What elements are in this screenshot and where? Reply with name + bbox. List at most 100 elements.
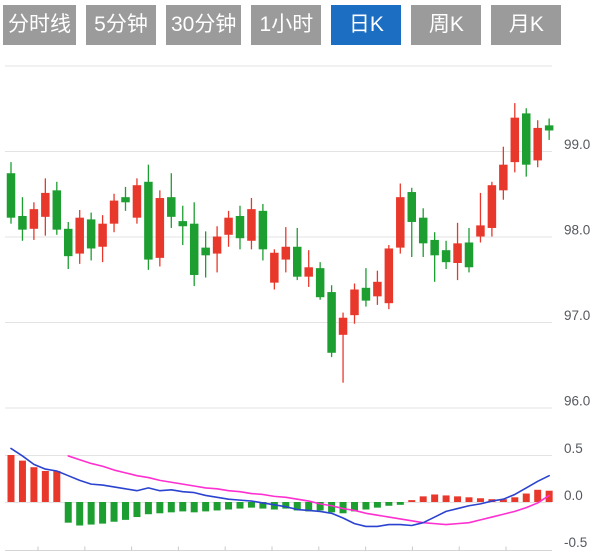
macd-bar bbox=[339, 502, 347, 514]
macd-bar bbox=[351, 502, 358, 512]
macd-axis-labels: 0.5 0.0 -0.5 bbox=[564, 441, 587, 550]
price-tick-label: 96.0 bbox=[564, 394, 590, 409]
candle-body bbox=[132, 185, 142, 218]
macd-bar bbox=[328, 502, 336, 513]
candle-body bbox=[98, 223, 107, 247]
candle-body bbox=[350, 289, 359, 316]
candle-body bbox=[281, 246, 291, 260]
tab-interval-4[interactable]: 日K bbox=[331, 5, 402, 45]
candle-body bbox=[86, 219, 96, 249]
macd-bar bbox=[87, 502, 95, 525]
candle-series[interactable] bbox=[6, 103, 554, 383]
candle-body bbox=[304, 267, 313, 277]
candle-body bbox=[544, 125, 554, 131]
candle-body bbox=[224, 217, 233, 235]
tab-interval-1[interactable]: 5分钟 bbox=[86, 5, 156, 45]
macd-bar bbox=[454, 496, 462, 502]
price-axis-labels: 99.0 98.0 97.0 96.0 bbox=[564, 137, 590, 409]
macd-bar bbox=[442, 495, 450, 502]
tab-interval-5[interactable]: 周K bbox=[411, 5, 482, 45]
price-tick-label: 97.0 bbox=[564, 308, 590, 323]
macd-gridlines bbox=[5, 455, 552, 503]
macd-bar bbox=[499, 499, 507, 502]
macd-bar bbox=[167, 502, 175, 513]
candle-body bbox=[453, 243, 462, 264]
macd-bar bbox=[385, 502, 393, 506]
candle-body bbox=[487, 185, 497, 228]
candle-body bbox=[64, 228, 73, 257]
candle-body bbox=[373, 281, 382, 297]
candle-body bbox=[464, 242, 474, 268]
candle-body bbox=[167, 197, 176, 217]
price-gridlines bbox=[5, 65, 552, 409]
candle-body bbox=[476, 225, 485, 237]
candle-body bbox=[361, 287, 371, 301]
macd-bar bbox=[522, 493, 530, 502]
tab-interval-0[interactable]: 分时线 bbox=[3, 5, 76, 45]
macd-tick-label: -0.5 bbox=[564, 535, 587, 550]
candle-body bbox=[384, 248, 394, 304]
price-tick-label: 99.0 bbox=[564, 137, 590, 152]
tab-interval-2[interactable]: 30分钟 bbox=[166, 5, 242, 45]
macd-bar bbox=[408, 500, 416, 502]
macd-bar bbox=[373, 502, 381, 508]
macd-bar bbox=[64, 502, 72, 523]
candle-body bbox=[407, 192, 416, 222]
dea-line bbox=[67, 455, 550, 526]
macd-bar bbox=[110, 502, 118, 522]
candle-body bbox=[29, 209, 39, 229]
candle-body bbox=[6, 173, 16, 218]
macd-bar bbox=[179, 502, 187, 512]
candle-body bbox=[499, 164, 508, 191]
macd-bar bbox=[236, 502, 244, 509]
candle-body bbox=[18, 215, 27, 230]
candle-body bbox=[430, 239, 439, 256]
candle-body bbox=[258, 210, 268, 250]
macd-bar bbox=[247, 502, 255, 508]
candle-body bbox=[533, 127, 542, 161]
macd-bar bbox=[41, 470, 49, 502]
tab-interval-6[interactable]: 月K bbox=[491, 5, 562, 45]
macd-bar bbox=[190, 502, 198, 513]
candle-body bbox=[441, 250, 451, 263]
candle-body bbox=[41, 192, 50, 217]
macd-bar bbox=[53, 470, 61, 502]
macd-histogram bbox=[7, 455, 553, 526]
macd-bar bbox=[511, 497, 519, 502]
candle-body bbox=[315, 268, 325, 298]
candle-body bbox=[155, 198, 165, 258]
macd-bar bbox=[282, 502, 290, 509]
candle-body bbox=[121, 197, 130, 203]
x-axis bbox=[5, 546, 552, 551]
candle-body bbox=[189, 223, 199, 275]
candle-body bbox=[109, 200, 119, 224]
tab-interval-3[interactable]: 1小时 bbox=[251, 5, 322, 45]
price-tick-label: 98.0 bbox=[564, 223, 590, 238]
candle-body bbox=[247, 209, 256, 241]
macd-bar bbox=[419, 496, 427, 502]
macd-bar bbox=[259, 502, 267, 509]
macd-tick-label: 0.0 bbox=[564, 488, 583, 503]
macd-bar bbox=[316, 502, 324, 511]
macd-bar bbox=[396, 502, 404, 505]
macd-bar bbox=[362, 502, 370, 510]
macd-bar bbox=[122, 502, 129, 520]
macd-bar bbox=[144, 502, 152, 515]
candle-body bbox=[235, 215, 245, 239]
interval-tabbar: 分时线 5分钟 30分钟 1小时 日K 周K 月K bbox=[3, 5, 562, 45]
candle-body bbox=[418, 217, 428, 244]
candle-body bbox=[510, 117, 520, 163]
candle-body bbox=[338, 317, 348, 335]
candle-body bbox=[327, 292, 336, 353]
macd-bar bbox=[225, 502, 233, 510]
candle-body bbox=[212, 236, 222, 254]
macd-bar bbox=[270, 502, 278, 510]
candle-body bbox=[293, 246, 302, 277]
macd-bar bbox=[305, 502, 313, 512]
candle-body bbox=[270, 252, 279, 283]
macd-bar bbox=[7, 455, 15, 502]
macd-bar bbox=[18, 460, 26, 502]
macd-bar bbox=[213, 502, 221, 511]
